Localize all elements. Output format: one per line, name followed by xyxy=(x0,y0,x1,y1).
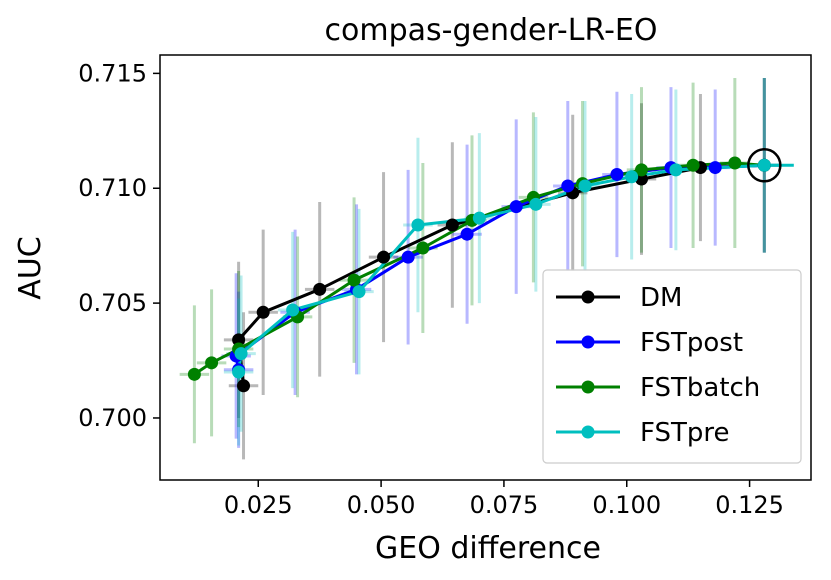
fstbatch-point xyxy=(416,241,430,255)
x-tick-label: 0.025 xyxy=(224,491,293,519)
x-axis-label: GEO difference xyxy=(375,531,601,566)
dm-point xyxy=(237,379,251,393)
fstbatch-point xyxy=(187,367,201,381)
fstbatch-point xyxy=(347,273,361,287)
fstpre-point xyxy=(286,303,300,317)
dm-point xyxy=(445,218,459,232)
x-tick-label: 0.125 xyxy=(715,491,784,519)
fstpre-point xyxy=(578,179,592,193)
chart-title: compas-gender-LR-EO xyxy=(325,13,658,48)
fstpre-point xyxy=(669,163,683,177)
fstpre-point xyxy=(625,170,639,184)
legend-marker-fstbatch xyxy=(581,380,595,394)
x-axis-ticks: 0.025 0.050 0.075 0.100 0.125 xyxy=(224,480,784,519)
y-tick-label: 0.710 xyxy=(78,174,147,202)
y-axis-label: AUC xyxy=(13,236,48,299)
y-tick-label: 0.700 xyxy=(78,404,147,432)
legend-marker-fstpost xyxy=(581,335,595,349)
y-axis-ticks: 0.700 0.705 0.710 0.715 xyxy=(78,59,160,432)
fstbatch-point xyxy=(686,158,700,172)
dm-point xyxy=(256,305,270,319)
fstpre-point xyxy=(352,285,366,299)
dm-point xyxy=(232,333,246,347)
dm-point xyxy=(634,172,648,186)
legend-label-dm: DM xyxy=(640,283,682,313)
legend-box xyxy=(542,269,802,464)
fstpost-point xyxy=(460,227,474,241)
fstbatch-point xyxy=(205,356,219,370)
fstbatch-point xyxy=(634,163,648,177)
legend-label-fstpost: FSTpost xyxy=(640,328,743,358)
y-tick-label: 0.705 xyxy=(78,289,147,317)
legend: DM FSTpost FSTbatch FSTpre xyxy=(542,269,802,464)
y-tick-label: 0.715 xyxy=(78,59,147,87)
fstpre-point xyxy=(529,197,543,211)
fstpre-point xyxy=(472,211,486,225)
legend-label-fstpre: FSTpre xyxy=(640,418,730,448)
series-points xyxy=(187,156,771,393)
legend-marker-fstpre xyxy=(581,425,595,439)
fstbatch-point xyxy=(728,156,742,170)
x-tick-label: 0.100 xyxy=(592,491,661,519)
x-tick-label: 0.075 xyxy=(470,491,539,519)
fstpre-point xyxy=(411,218,425,232)
legend-label-fstbatch: FSTbatch xyxy=(640,373,760,403)
fstpre-point xyxy=(757,158,771,172)
dm-point xyxy=(313,282,327,296)
fstpost-point xyxy=(561,179,575,193)
dm-point xyxy=(377,250,391,264)
fstpost-point xyxy=(610,167,624,181)
fstpost-point xyxy=(708,161,722,175)
fstpost-point xyxy=(509,200,523,214)
fstpre-point xyxy=(234,347,248,361)
plot-frame xyxy=(159,54,812,481)
legend-marker-dm xyxy=(581,290,595,304)
fstpost-point xyxy=(401,250,415,264)
x-tick-label: 0.050 xyxy=(347,491,416,519)
fstpre-point xyxy=(232,365,246,379)
highlight-circle xyxy=(747,148,782,183)
